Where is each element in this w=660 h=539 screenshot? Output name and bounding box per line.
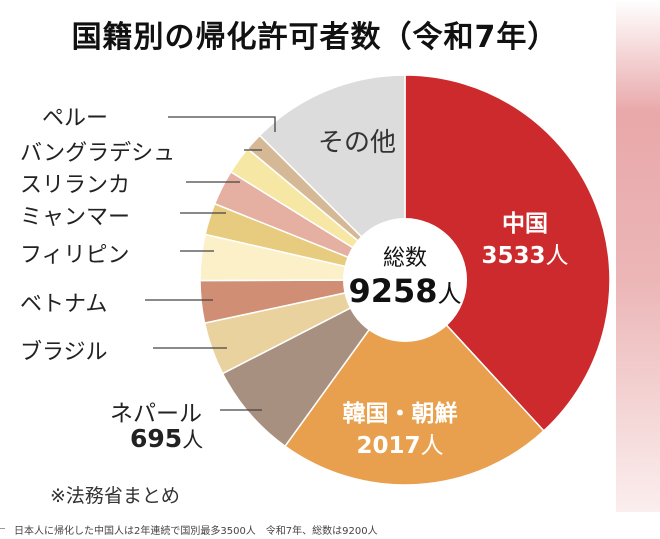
label-nepal: ネパール: [110, 401, 202, 427]
pie-slice-10: [258, 74, 406, 282]
label-korea: 韓国・朝鮮 2017人: [342, 401, 458, 459]
label-srilanka: スリランカ: [20, 173, 131, 198]
center-circle: [343, 218, 467, 342]
label-myanmar: ミャンマー: [20, 205, 131, 230]
leader-peru: [168, 116, 276, 132]
pie-slice-1: [283, 278, 545, 486]
pie-slice-0: [404, 74, 611, 432]
chart-title: 国籍別の帰化許可者数（令和7年）: [71, 20, 559, 55]
caption-marker: [0, 528, 5, 529]
label-vietnam: ベトナム: [20, 292, 108, 317]
label-brazil: ブラジル: [20, 340, 108, 365]
label-china: 中国 3533人: [481, 211, 569, 269]
total-label: 総数 9258人: [348, 246, 462, 310]
label-peru: ペルー: [42, 106, 109, 131]
label-other: その他: [318, 128, 397, 158]
label-philippines: フィリピン: [20, 243, 130, 268]
image-caption: 日本人に帰化した中国人は2年連続で国別最多3500人 令和7年、総数は9200人: [14, 526, 378, 537]
value-nepal: 695人: [130, 424, 204, 453]
side-decoration: [616, 0, 660, 512]
label-bangladesh: バングラデシュ: [20, 141, 176, 166]
source-note: ※法務省まとめ: [50, 485, 180, 507]
